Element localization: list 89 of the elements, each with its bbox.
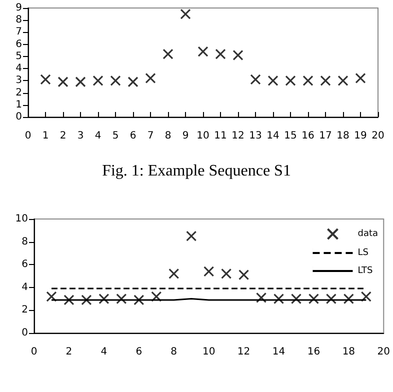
point (232, 50, 244, 61)
point (238, 270, 250, 280)
x-tick-label: 16 (302, 130, 314, 142)
text: Fig. 1: Example Sequence S1 (102, 162, 291, 180)
point (98, 294, 110, 304)
point (110, 75, 121, 86)
point (162, 48, 174, 60)
point (256, 292, 267, 303)
point (180, 8, 191, 20)
x-tick-label: 8 (170, 346, 178, 358)
point (360, 291, 372, 302)
x-tick-label: 2 (60, 130, 66, 142)
point (151, 291, 162, 302)
point (221, 268, 232, 280)
x-tick-label: 20 (372, 130, 384, 142)
y-tick-label: 6 (16, 38, 22, 50)
x-tick-label: 12 (237, 346, 250, 358)
point (128, 76, 138, 88)
x-tick-label: 4 (94, 130, 102, 142)
point (355, 72, 366, 84)
x-tick-label: 0 (30, 346, 38, 358)
legend-label: LS (358, 248, 369, 258)
point (302, 75, 314, 86)
point (81, 294, 92, 306)
x-tick-label: 2 (66, 346, 72, 358)
point (268, 75, 278, 86)
x-tick-label: 3 (77, 130, 84, 142)
x-tick-label: 9 (182, 130, 189, 142)
point (75, 76, 86, 88)
y-tick-label: 10 (15, 214, 28, 224)
x-tick-label: 18 (336, 130, 350, 142)
y-tick-label: 0 (16, 112, 22, 122)
point (46, 291, 57, 302)
x-tick-label: 13 (249, 130, 262, 142)
x-tick-label: 14 (272, 346, 286, 358)
legend-label: data (358, 229, 378, 239)
x-tick-label: 17 (319, 130, 332, 142)
point (273, 294, 284, 304)
legend-label: LTS (358, 266, 373, 276)
y-tick-label: 7 (16, 26, 22, 38)
point (40, 74, 51, 85)
point (326, 294, 336, 304)
point (285, 75, 296, 86)
y-tick-label: 9 (16, 2, 22, 14)
x-tick-label: 10 (202, 346, 216, 358)
point (250, 74, 261, 85)
x-tick-label: 14 (266, 130, 280, 142)
x-tick-label: 20 (377, 346, 390, 358)
y-tick-label: 6 (22, 259, 28, 270)
y-tick-label: 4 (16, 63, 22, 74)
point (290, 294, 302, 304)
x-tick-label: 6 (130, 130, 136, 142)
point (92, 75, 104, 86)
point (134, 294, 144, 306)
x-tick-label: 5 (112, 130, 119, 142)
y-tick-label: 3 (16, 75, 22, 86)
y-tick-label: 5 (16, 50, 22, 62)
point (215, 48, 226, 60)
x-tick-label: 11 (214, 130, 227, 142)
point (116, 294, 127, 304)
x-tick-label: 19 (354, 130, 367, 142)
point (204, 266, 214, 277)
x-tick-label: 8 (164, 130, 172, 142)
point (168, 268, 180, 280)
point (64, 294, 74, 306)
point (186, 230, 197, 242)
y-tick-label: 2 (16, 87, 22, 98)
x-tick-label: 18 (342, 346, 356, 358)
x-tick-label: 15 (284, 130, 297, 142)
point (338, 75, 348, 86)
x-tick-label: 10 (196, 130, 210, 142)
x-tick-label: 12 (232, 130, 244, 142)
point (320, 75, 331, 86)
point (308, 294, 320, 304)
y-tick-label: 8 (16, 14, 22, 26)
x-tick-label: 16 (307, 346, 320, 358)
x-tick-label: 6 (136, 346, 142, 358)
point (343, 294, 354, 304)
point (198, 46, 208, 57)
y-tick-label: 2 (22, 304, 28, 316)
point (58, 76, 68, 88)
x-tick-label: 1 (42, 130, 49, 142)
x-tick-label: 7 (147, 130, 154, 142)
point (145, 72, 156, 84)
y-tick-label: 4 (22, 282, 28, 293)
y-tick-label: 0 (22, 328, 28, 338)
y-tick-label: 8 (22, 236, 28, 248)
y-tick-label: 1 (16, 99, 22, 110)
x-tick-label: 4 (100, 346, 108, 358)
